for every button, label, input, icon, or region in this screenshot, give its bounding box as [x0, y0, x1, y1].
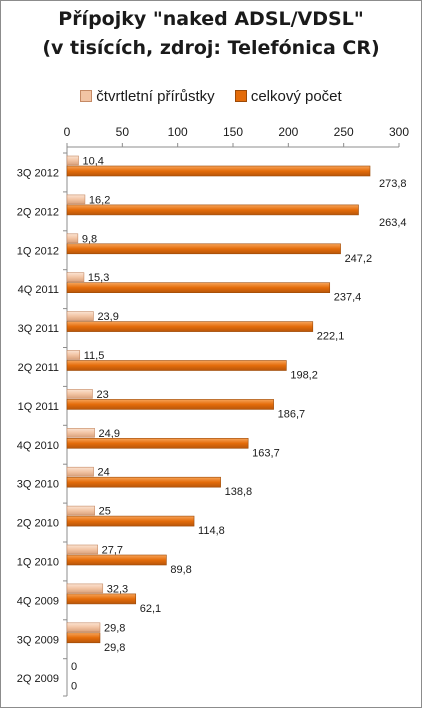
bar-total — [66, 515, 195, 527]
data-label-increment: 16,2 — [89, 194, 110, 206]
data-label-total: 114,8 — [198, 525, 225, 537]
bar-increment — [66, 427, 95, 438]
data-label-increment: 23,9 — [97, 311, 118, 323]
data-label-total: 138,8 — [225, 486, 253, 498]
bar-total — [66, 593, 137, 605]
x-tick-label: 300 — [389, 125, 409, 139]
legend-label-total: celkový počet — [250, 88, 342, 105]
data-label-total: 62,1 — [140, 603, 161, 615]
bar-total — [66, 243, 341, 255]
category-label: 4Q 2010 — [17, 440, 59, 452]
bar-increment — [66, 466, 94, 477]
chart-title-line-1: Přípojky "naked ADSL/VDSL" — [58, 8, 364, 30]
data-label-increment: 25 — [99, 506, 111, 518]
bar-total — [66, 399, 274, 410]
bar-total — [66, 554, 167, 566]
x-tick-label: 150 — [223, 125, 243, 139]
data-label-increment: 24,9 — [99, 428, 120, 440]
bar-total — [66, 632, 101, 644]
category-label: 1Q 2010 — [17, 556, 59, 568]
data-label-increment: 32,3 — [107, 583, 128, 595]
bar-total — [66, 321, 314, 332]
category-label: 3Q 2011 — [18, 323, 59, 335]
data-label-total: 237,4 — [334, 292, 362, 304]
bar-increment — [66, 350, 81, 360]
bar-increment — [66, 311, 94, 321]
bar-total — [66, 360, 287, 371]
bar-total — [66, 204, 359, 216]
bar-total — [66, 282, 331, 294]
data-label-total: 263,4 — [379, 217, 407, 229]
data-label-total: 222,1 — [317, 331, 345, 343]
data-label-increment: 24 — [98, 467, 110, 479]
data-label-increment: 15,3 — [88, 272, 109, 284]
chart-title-line-2: (v tisících, zdroj: Telefónica CR) — [42, 37, 380, 59]
category-label: 2Q 2009 — [17, 673, 59, 685]
legend-swatch-total — [234, 90, 247, 103]
bar-increment — [66, 233, 79, 244]
data-label-increment: 10,4 — [83, 156, 104, 168]
bar-increment — [66, 544, 98, 555]
bar-increment — [66, 155, 79, 166]
legend-item-total: celkový počet — [234, 88, 342, 105]
legend: čtvrtletní přírůstky celkový počet — [1, 88, 421, 105]
data-label-total: 89,8 — [170, 564, 191, 576]
data-label-total: 186,7 — [278, 408, 306, 420]
category-label: 1Q 2012 — [17, 245, 59, 257]
category-label: 4Q 2011 — [18, 284, 59, 296]
category-label: 3Q 2012 — [17, 167, 59, 179]
category-label: 4Q 2009 — [17, 595, 59, 607]
data-label-increment: 29,8 — [104, 622, 125, 634]
bar-total — [66, 165, 371, 177]
bar-increment — [66, 583, 104, 594]
category-label: 2Q 2011 — [18, 362, 59, 374]
data-label-increment: 11,5 — [84, 350, 105, 362]
category-label: 3Q 2009 — [17, 634, 59, 646]
legend-label-increments: čtvrtletní přírůstky — [96, 88, 215, 105]
data-label-total: 273,8 — [379, 178, 407, 190]
data-label-total: 29,8 — [104, 642, 125, 654]
category-label: 3Q 2010 — [17, 479, 59, 491]
data-label-total: 198,2 — [290, 370, 318, 382]
data-label-increment: 23 — [96, 389, 108, 401]
x-tick-label: 200 — [278, 125, 298, 139]
data-label-total: 163,7 — [252, 447, 280, 459]
chart-title: Přípojky "naked ADSL/VDSL" (v tisících, … — [1, 5, 421, 63]
bar-increment — [66, 272, 85, 283]
bar-increment — [66, 505, 95, 516]
bar-increment — [66, 389, 93, 399]
legend-swatch-increments — [80, 90, 93, 103]
category-label: 2Q 2010 — [17, 518, 59, 530]
x-tick-label: 0 — [64, 125, 71, 139]
bar-increment — [66, 622, 101, 633]
category-label: 2Q 2012 — [17, 206, 59, 218]
x-tick-label: 50 — [116, 125, 130, 139]
legend-item-increments: čtvrtletní přírůstky — [80, 88, 215, 105]
data-label-total: 247,2 — [345, 253, 373, 265]
data-label-increment: 9,8 — [82, 233, 97, 245]
bar-total — [66, 437, 249, 449]
data-label-increment: 27,7 — [102, 545, 123, 557]
x-tick-label: 250 — [334, 125, 354, 139]
data-label-increment: 0 — [71, 661, 77, 673]
bar-total — [66, 476, 221, 488]
x-tick-label: 100 — [168, 125, 188, 139]
data-label-total: 0 — [71, 681, 77, 693]
bar-increment — [66, 194, 86, 205]
category-label: 1Q 2011 — [18, 401, 59, 413]
